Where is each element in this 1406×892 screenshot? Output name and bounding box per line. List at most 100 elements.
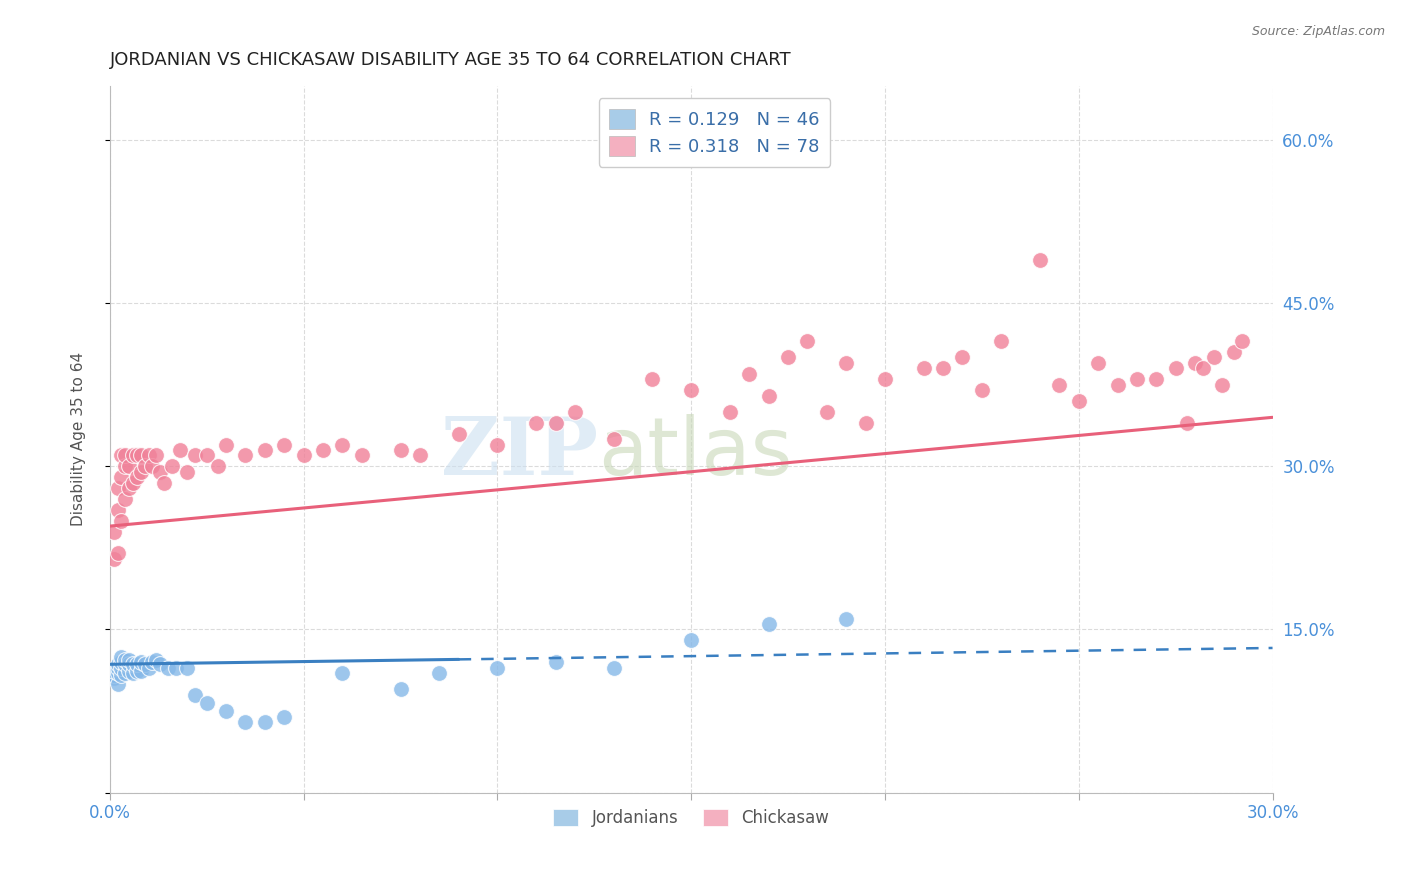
Point [149, 465, 172, 479]
Point [215, 704, 238, 718]
Point [738, 367, 761, 381]
Point [1126, 372, 1149, 386]
Point [129, 664, 152, 678]
Point [990, 334, 1012, 348]
Point [107, 503, 129, 517]
Point [855, 416, 877, 430]
Point [103, 551, 125, 566]
Point [122, 665, 145, 680]
Point [176, 465, 198, 479]
Point [207, 459, 229, 474]
Point [107, 481, 129, 495]
Point [1204, 351, 1226, 365]
Point [1175, 416, 1198, 430]
Point [681, 633, 703, 648]
Point [114, 653, 136, 667]
Point [184, 449, 207, 463]
Point [835, 356, 858, 370]
Point [486, 437, 509, 451]
Point [1087, 356, 1109, 370]
Point [145, 449, 167, 463]
Point [641, 372, 664, 386]
Point [273, 709, 295, 723]
Point [235, 714, 257, 729]
Point [107, 546, 129, 560]
Point [110, 660, 132, 674]
Point [107, 657, 129, 672]
Point [110, 668, 132, 682]
Point [1067, 394, 1090, 409]
Point [114, 657, 136, 672]
Point [122, 449, 145, 463]
Point [184, 688, 207, 702]
Point [235, 449, 257, 463]
Point [253, 714, 276, 729]
Point [332, 437, 354, 451]
Point [153, 475, 176, 490]
Point [1211, 377, 1233, 392]
Point [253, 442, 276, 457]
Point [122, 657, 145, 672]
Point [1144, 372, 1167, 386]
Point [778, 351, 800, 365]
Text: atlas: atlas [598, 414, 793, 492]
Point [215, 437, 238, 451]
Text: Source: ZipAtlas.com: Source: ZipAtlas.com [1251, 25, 1385, 38]
Point [1164, 361, 1187, 376]
Point [125, 664, 148, 678]
Point [103, 672, 125, 686]
Point [118, 481, 141, 495]
Point [125, 657, 148, 672]
Point [114, 665, 136, 680]
Point [134, 657, 156, 672]
Point [758, 388, 780, 402]
Point [129, 449, 152, 463]
Point [176, 660, 198, 674]
Point [815, 405, 838, 419]
Point [110, 649, 132, 664]
Point [389, 682, 412, 697]
Text: JORDANIAN VS CHICKASAW DISABILITY AGE 35 TO 64 CORRELATION CHART: JORDANIAN VS CHICKASAW DISABILITY AGE 35… [110, 51, 792, 69]
Legend: Jordanians, Chickasaw: Jordanians, Chickasaw [547, 802, 837, 834]
Point [145, 653, 167, 667]
Point [409, 449, 432, 463]
Point [122, 475, 145, 490]
Point [447, 426, 470, 441]
Point [970, 383, 993, 397]
Point [125, 470, 148, 484]
Point [350, 449, 373, 463]
Point [107, 660, 129, 674]
Point [103, 664, 125, 678]
Point [273, 437, 295, 451]
Point [107, 665, 129, 680]
Point [156, 660, 179, 674]
Point [312, 442, 335, 457]
Point [681, 383, 703, 397]
Point [107, 677, 129, 691]
Point [103, 668, 125, 682]
Point [129, 465, 152, 479]
Point [141, 655, 163, 669]
Point [1191, 361, 1213, 376]
Point [564, 405, 586, 419]
Point [118, 459, 141, 474]
Point [110, 449, 132, 463]
Y-axis label: Disability Age 35 to 64: Disability Age 35 to 64 [72, 352, 86, 526]
Point [602, 432, 624, 446]
Point [118, 653, 141, 667]
Point [114, 449, 136, 463]
Point [758, 617, 780, 632]
Point [118, 657, 141, 672]
Point [195, 697, 218, 711]
Point [165, 660, 187, 674]
Point [125, 449, 148, 463]
Point [114, 459, 136, 474]
Point [1029, 252, 1052, 267]
Point [138, 660, 160, 674]
Point [103, 524, 125, 539]
Point [796, 334, 818, 348]
Point [1230, 334, 1253, 348]
Point [118, 664, 141, 678]
Point [873, 372, 896, 386]
Point [952, 351, 974, 365]
